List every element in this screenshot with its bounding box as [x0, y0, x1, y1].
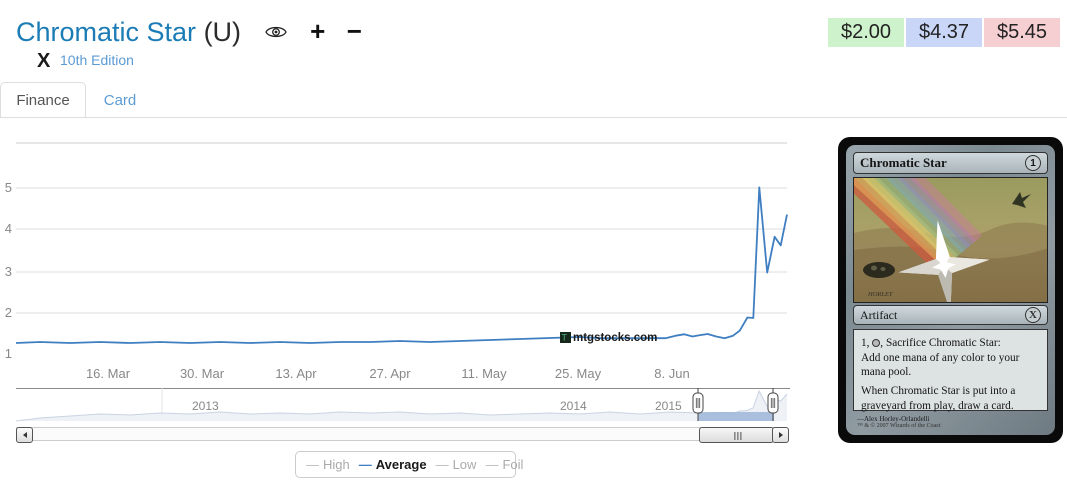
svg-text:2014: 2014 [560, 399, 587, 413]
svg-text:25. May: 25. May [555, 366, 602, 381]
svg-text:T: T [562, 333, 568, 343]
svg-text:HORLEY: HORLEY [867, 291, 894, 298]
svg-text:8. Jun: 8. Jun [654, 366, 689, 381]
svg-text:2: 2 [5, 305, 12, 320]
svg-text:11. May: 11. May [461, 366, 507, 381]
svg-text:16. Mar: 16. Mar [86, 366, 131, 381]
svg-text:13. Apr: 13. Apr [275, 366, 317, 381]
svg-text:5: 5 [5, 180, 12, 195]
svg-text:3: 3 [5, 264, 12, 279]
svg-text:30. Mar: 30. Mar [180, 366, 225, 381]
svg-text:mtgstocks.com: mtgstocks.com [573, 332, 657, 344]
svg-text:1: 1 [5, 346, 12, 361]
svg-text:27. Apr: 27. Apr [369, 366, 411, 381]
svg-text:4: 4 [5, 221, 12, 236]
svg-text:2015: 2015 [655, 399, 682, 413]
svg-text:2013: 2013 [192, 399, 219, 413]
